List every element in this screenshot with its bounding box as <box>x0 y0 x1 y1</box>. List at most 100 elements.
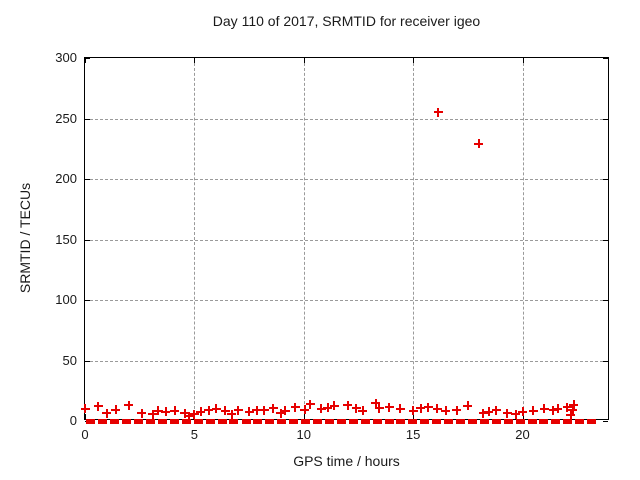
data-point-low-scatter <box>323 403 333 413</box>
data-point-near-zero-band <box>134 418 144 424</box>
data-point-near-zero-band <box>157 418 167 424</box>
data-point-near-zero-band <box>98 418 108 424</box>
data-point-low-scatter <box>233 405 243 415</box>
data-point-near-zero-band <box>551 418 561 424</box>
gridline-vertical <box>303 58 305 419</box>
y-tick-mark <box>85 239 90 241</box>
data-point-low-scatter <box>528 406 538 416</box>
x-tick-mark <box>413 414 415 419</box>
data-point-low-scatter <box>416 403 426 413</box>
x-tick-label: 20 <box>515 427 530 442</box>
data-point-low-scatter <box>80 404 90 414</box>
data-point-near-zero-band <box>432 418 442 424</box>
data-point-near-zero-band <box>575 418 585 424</box>
y-tick-mark <box>85 360 90 362</box>
data-point-near-zero-band <box>527 418 537 424</box>
x-tick-mark <box>85 58 86 63</box>
gridline-vertical <box>194 58 196 419</box>
data-point-low-scatter <box>539 404 549 414</box>
data-point-low-scatter <box>305 399 315 409</box>
data-point-low-scatter <box>180 408 190 418</box>
data-point-near-zero-band <box>563 418 573 424</box>
y-tick-mark <box>85 118 90 120</box>
y-tick-mark <box>603 118 608 120</box>
data-point-low-scatter <box>562 402 572 412</box>
data-point-low-scatter <box>276 408 286 418</box>
data-point-near-zero-band <box>336 418 346 424</box>
y-tick-label: 100 <box>55 292 77 307</box>
data-point-near-zero-band <box>229 418 239 424</box>
data-point-near-zero-band <box>110 418 120 424</box>
gridline-horizontal <box>85 360 608 362</box>
data-point-near-zero-band <box>515 418 525 424</box>
y-tick-label: 0 <box>69 413 77 428</box>
data-point-near-zero-band <box>324 418 334 424</box>
data-point-near-zero-band <box>253 418 263 424</box>
data-point-near-zero-band <box>372 418 382 424</box>
data-point-low-scatter <box>300 405 310 414</box>
data-point-near-zero-band <box>241 418 251 424</box>
data-point-near-zero-band <box>456 418 466 424</box>
data-point-low-scatter <box>316 404 326 414</box>
data-point-low-scatter <box>566 410 576 420</box>
data-point-near-zero-band <box>420 418 430 424</box>
data-point-low-scatter <box>432 404 442 414</box>
data-point-low-scatter <box>148 409 158 419</box>
data-point-low-scatter <box>196 407 206 417</box>
x-tick-label: 15 <box>405 427 421 442</box>
gridline-vertical <box>413 58 415 419</box>
y-tick-mark <box>85 300 90 301</box>
data-point-low-scatter <box>280 406 290 416</box>
data-point-near-zero-band <box>146 418 156 424</box>
gridline-horizontal <box>85 300 608 301</box>
x-tick-label: 10 <box>296 427 311 442</box>
data-point-low-scatter <box>441 406 451 416</box>
data-point-near-zero-band <box>313 418 323 424</box>
data-point-low-scatter <box>343 400 352 410</box>
data-point-low-scatter <box>252 405 262 415</box>
data-point-low-scatter <box>93 401 103 411</box>
data-point-low-scatter <box>548 405 558 415</box>
data-point-low-scatter <box>569 400 579 410</box>
data-point-low-scatter <box>491 405 501 415</box>
y-tick-mark <box>85 58 90 59</box>
data-point-low-scatter <box>111 405 121 414</box>
x-tick-label: 0 <box>81 427 89 442</box>
data-point-near-zero-band <box>491 418 501 424</box>
y-tick-mark <box>603 179 608 180</box>
data-point-near-zero-band <box>479 418 489 424</box>
y-tick-label: 250 <box>55 110 77 126</box>
data-point-low-scatter <box>137 408 147 418</box>
data-point-low-scatter <box>553 404 562 414</box>
x-axis-label: GPS time / hours <box>293 453 400 469</box>
x-tick-mark <box>522 414 524 419</box>
data-point-low-scatter <box>153 406 163 416</box>
gridline-horizontal <box>85 118 608 120</box>
data-point-near-zero-band <box>265 418 275 424</box>
data-point-low-scatter <box>220 406 230 416</box>
y-tick-mark <box>603 360 608 362</box>
data-point-near-zero-band <box>408 418 418 424</box>
data-point-low-scatter <box>189 409 199 419</box>
data-point-low-scatter <box>384 402 394 412</box>
data-point-near-zero-band <box>181 418 191 424</box>
data-point-low-scatter <box>227 409 237 419</box>
x-tick-mark <box>85 414 86 419</box>
data-point-near-zero-band <box>444 418 454 424</box>
data-point-low-scatter <box>290 402 300 412</box>
data-point-low-scatter <box>244 407 254 417</box>
data-point-low-scatter <box>463 401 473 411</box>
data-point-near-zero-band <box>193 418 203 424</box>
gridline-horizontal <box>85 179 608 180</box>
x-tick-mark <box>303 58 305 63</box>
y-tick-label: 150 <box>55 231 77 247</box>
data-point-near-zero-band <box>301 418 310 424</box>
x-tick-label: 5 <box>190 427 198 442</box>
data-point-low-scatter <box>484 407 494 417</box>
data-point-near-zero-band <box>205 418 215 424</box>
data-point-outliers <box>433 107 443 117</box>
data-point-near-zero-band <box>217 418 227 424</box>
data-point-near-zero-band <box>539 418 549 424</box>
data-point-low-scatter <box>518 407 527 417</box>
data-point-low-scatter <box>423 402 433 412</box>
